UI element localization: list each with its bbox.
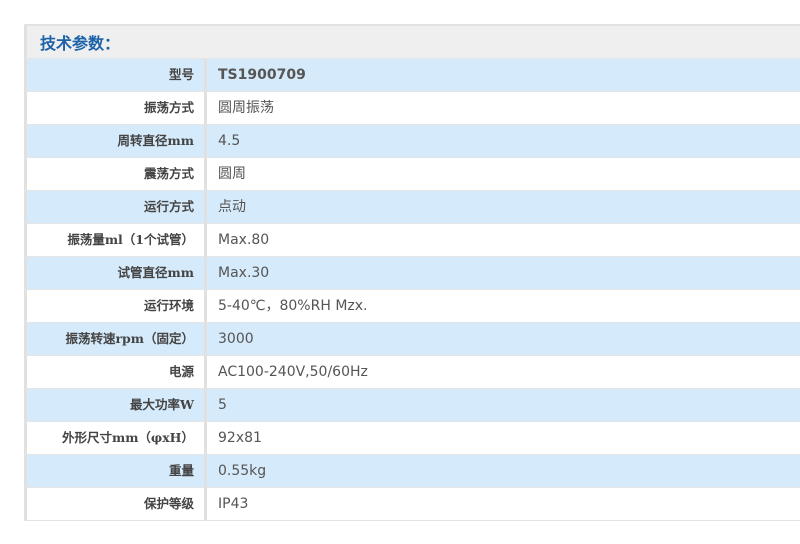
spec-value: 5 <box>218 397 227 413</box>
spec-label: 周转直径mm <box>24 125 207 157</box>
spec-label: 最大功率W <box>24 389 207 421</box>
spec-value: AC100-240V,50/60Hz <box>218 364 368 380</box>
spec-label: 振荡转速rpm（固定） <box>24 323 207 355</box>
spec-value: 4.5 <box>218 133 241 149</box>
spec-value: 点动 <box>218 199 246 215</box>
section-title: 技术参数： <box>40 34 121 53</box>
spec-label: 运行方式 <box>24 191 207 223</box>
spec-label: 电源 <box>24 356 207 388</box>
table-row: 电源 AC100-240V,50/60Hz <box>24 356 800 389</box>
spec-value: 5-40℃，80%RH Mzx. <box>218 298 368 314</box>
spec-label: 运行环境 <box>24 290 207 322</box>
spec-value: 3000 <box>218 331 254 347</box>
spec-label: 震荡方式 <box>24 158 207 190</box>
table-row: 重量 0.55kg <box>24 455 800 488</box>
table-row: 振荡方式 圆周振荡 <box>24 92 800 125</box>
spec-value: 0.55kg <box>218 463 267 479</box>
spec-label: 试管直径mm <box>24 257 207 289</box>
spec-value: 圆周振荡 <box>218 100 274 116</box>
table-row: 周转直径mm 4.5 <box>24 125 800 158</box>
spec-label: 振荡方式 <box>24 92 207 124</box>
spec-label: 振荡量ml（1个试管） <box>24 224 207 256</box>
table-row: 试管直径mm Max.30 <box>24 257 800 290</box>
table-row: 振荡转速rpm（固定） 3000 <box>24 323 800 356</box>
section-header: 技术参数： <box>24 26 800 59</box>
table-row: 运行方式 点动 <box>24 191 800 224</box>
table-row: 外形尺寸mm（φxH） 92x81 <box>24 422 800 455</box>
spec-label: 外形尺寸mm（φxH） <box>24 422 207 454</box>
table-row: 最大功率W 5 <box>24 389 800 422</box>
spec-value: Max.80 <box>218 232 270 248</box>
spec-value: Max.30 <box>218 265 270 281</box>
spec-label: 保护等级 <box>24 488 207 520</box>
table-row: 振荡量ml（1个试管） Max.80 <box>24 224 800 257</box>
spec-value: 92x81 <box>218 430 262 446</box>
spec-value: IP43 <box>218 496 249 512</box>
spec-value: 圆周 <box>218 166 246 182</box>
spec-table: 型号 TS1900709 振荡方式 圆周振荡 周转直径mm 4.5 震荡方式 圆周 运行方式 点动… <box>24 59 800 521</box>
table-row: 型号 TS1900709 <box>24 59 800 92</box>
table-row: 震荡方式 圆周 <box>24 158 800 191</box>
table-row: 运行环境 5-40℃，80%RH Mzx. <box>24 290 800 323</box>
spec-label: 重量 <box>24 455 207 487</box>
table-row: 保护等级 IP43 <box>24 488 800 521</box>
tech-params-panel: 技术参数： 型号 TS1900709 振荡方式 圆周振荡 周转直径mm 4.5 震荡方式 圆周… <box>24 24 800 521</box>
spec-label: 型号 <box>24 59 207 91</box>
spec-value: TS1900709 <box>218 67 306 83</box>
